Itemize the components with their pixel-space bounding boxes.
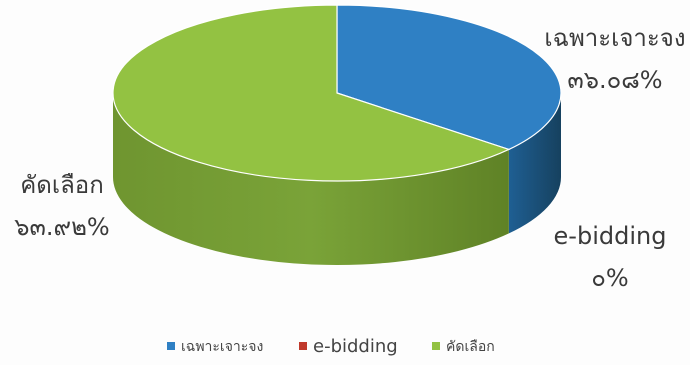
slice-label-value-1: ๐% <box>591 264 628 292</box>
slice-label-name-0: เฉพาะเจาะจง <box>544 24 685 52</box>
legend-swatch-0 <box>167 342 175 350</box>
pie-side-0 <box>508 93 561 234</box>
pie-slice-2 <box>112 4 511 182</box>
legend-swatch-2 <box>432 342 440 350</box>
slice-label-name-2: คัดเลือก <box>20 171 104 199</box>
legend-item-0: เฉพาะเจาะจง <box>181 339 263 355</box>
slice-label-name-1: e-bidding <box>554 222 667 250</box>
pie-slice-0 <box>336 4 562 151</box>
legend: เฉพาะเจาะจง e-bidding คัดเลือก <box>167 336 495 357</box>
slice-label-value-0: ๓๖.๐๘% <box>567 66 662 94</box>
legend-swatch-1 <box>299 342 307 350</box>
pie-side-2 <box>113 93 509 266</box>
slice-label-value-2: ๖๓.๙๒% <box>14 213 109 241</box>
legend-item-2: คัดเลือก <box>446 339 495 355</box>
legend-item-1: e-bidding <box>313 336 398 357</box>
